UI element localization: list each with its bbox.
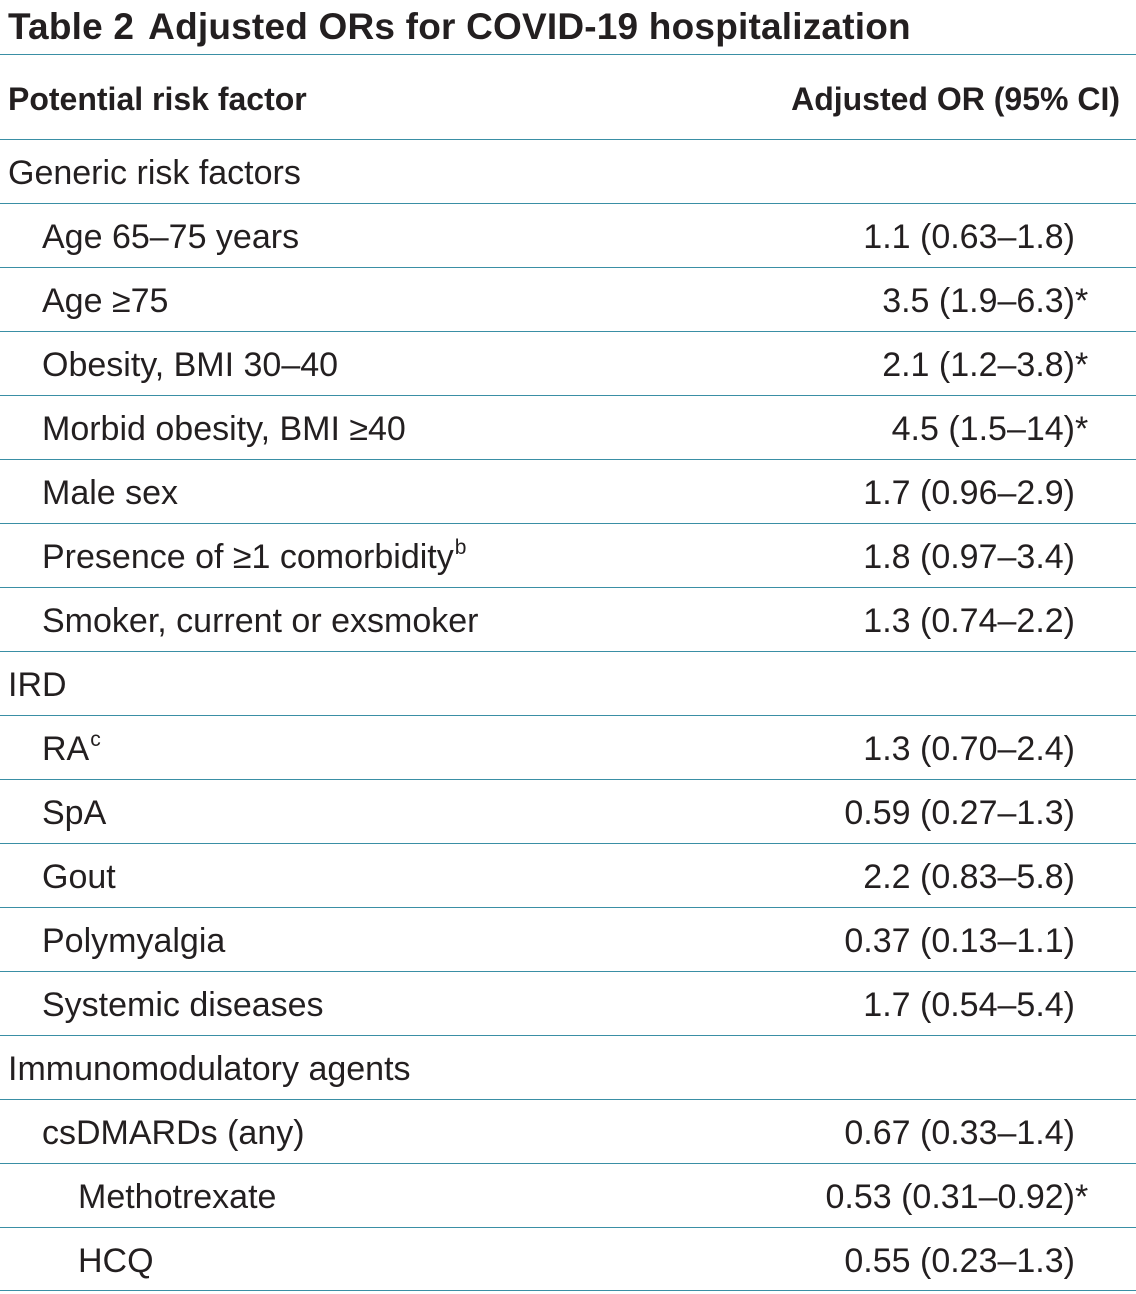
risk-factor-text: Smoker, current or exsmoker [42, 602, 479, 640]
or-table: Potential risk factor Adjusted OR (95% C… [0, 54, 1136, 1291]
risk-factor-text: SpA [42, 794, 107, 832]
table-row: Age 65–75 years 1.1 (0.63–1.8) [0, 203, 1136, 267]
risk-factor-label: SpA [42, 780, 106, 844]
adjusted-or-value: 4.5 (1.5–14)* [0, 396, 1089, 460]
risk-factor-text: Methotrexate [78, 1178, 277, 1216]
or-ci-text: 3.5 (1.9–6.3) [882, 282, 1075, 320]
risk-factor-text: Male sex [42, 474, 179, 512]
risk-factor-label: Smoker, current or exsmoker [42, 588, 478, 652]
risk-factor-label: csDMARDs (any) [42, 1100, 305, 1164]
risk-factor-text: Generic risk factors [8, 154, 301, 192]
risk-factor-text: Age 65–75 years [42, 218, 300, 256]
risk-factor-text: Morbid obesity, BMI ≥40 [42, 410, 406, 448]
table-row: Age ≥75 3.5 (1.9–6.3)* [0, 267, 1136, 331]
table-row: csDMARDs (any) 0.67 (0.33–1.4) [0, 1099, 1136, 1163]
risk-factor-label: HCQ [78, 1228, 154, 1292]
table-row: Male sex 1.7 (0.96–2.9) [0, 459, 1136, 523]
or-ci-text: 0.59 (0.27–1.3) [844, 794, 1075, 832]
risk-factor-text: Presence of ≥1 comorbidity [42, 538, 454, 576]
section-label: Generic risk factors [8, 140, 301, 204]
table-row: Methotrexate 0.53 (0.31–0.92)* [0, 1163, 1136, 1227]
or-ci-text: 0.37 (0.13–1.1) [844, 922, 1075, 960]
adjusted-or-value: 1.3 (0.70–2.4) [0, 716, 1075, 780]
risk-factor-text: HCQ [78, 1242, 154, 1280]
or-ci-text: 0.53 (0.31–0.92) [825, 1178, 1075, 1216]
adjusted-or-value: 0.55 (0.23–1.3) [0, 1228, 1075, 1292]
risk-factor-label: Male sex [42, 460, 178, 524]
adjusted-or-value: 2.2 (0.83–5.8) [0, 844, 1075, 908]
risk-factor-label: Obesity, BMI 30–40 [42, 332, 338, 396]
footnote-marker: c [90, 728, 101, 751]
risk-factor-text: IRD [8, 666, 67, 704]
risk-factor-label: Age ≥75 [42, 268, 168, 332]
table-row: Morbid obesity, BMI ≥40 4.5 (1.5–14)* [0, 395, 1136, 459]
adjusted-or-value: 0.59 (0.27–1.3) [0, 780, 1075, 844]
table-row: Systemic diseases 1.7 (0.54–5.4) [0, 971, 1136, 1035]
table-section-row: Immunomodulatory agents [0, 1035, 1136, 1099]
adjusted-or-value: 2.1 (1.2–3.8)* [0, 332, 1088, 396]
or-ci-text: 1.7 (0.54–5.4) [863, 986, 1075, 1024]
table-row: Smoker, current or exsmoker 1.3 (0.74–2.2… [0, 587, 1136, 651]
table-row: Presence of ≥1 comorbidityb 1.8 (0.97–3.4… [0, 523, 1136, 587]
table-row: RAc 1.3 (0.70–2.4) [0, 715, 1136, 779]
table-row: HCQ 0.55 (0.23–1.3) [0, 1227, 1136, 1291]
risk-factor-text: Gout [42, 858, 116, 896]
column-header-value: Adjusted OR (95% CI) [791, 81, 1120, 117]
adjusted-or-value: 1.7 (0.54–5.4) [0, 972, 1075, 1036]
adjusted-or-value: 1.8 (0.97–3.4) [0, 524, 1075, 588]
adjusted-or-value: 1.7 (0.96–2.9) [0, 460, 1075, 524]
or-ci-text: 1.3 (0.74–2.2) [863, 602, 1075, 640]
column-header-factor: Potential risk factor [8, 81, 307, 117]
adjusted-or-value: 0.67 (0.33–1.4) [0, 1100, 1075, 1164]
table-title: Table 2 Adjusted ORs for COVID-19 hospita… [8, 0, 911, 54]
risk-factor-label: Polymyalgia [42, 908, 225, 972]
or-ci-text: 0.67 (0.33–1.4) [844, 1114, 1075, 1152]
table-row: Obesity, BMI 30–40 2.1 (1.2–3.8)* [0, 331, 1136, 395]
section-label: Immunomodulatory agents [8, 1036, 411, 1100]
or-ci-text: 4.5 (1.5–14) [891, 410, 1075, 448]
risk-factor-text: Obesity, BMI 30–40 [42, 346, 339, 384]
or-ci-text: 1.1 (0.63–1.8) [863, 218, 1075, 256]
table-number: Table 2 [8, 6, 135, 47]
table-row: Polymyalgia 0.37 (0.13–1.1) [0, 907, 1136, 971]
footnote-marker: b [454, 536, 467, 559]
table-section-row: Generic risk factors [0, 139, 1136, 203]
table-header-row: Potential risk factor Adjusted OR (95% C… [0, 54, 1136, 139]
adjusted-or-value: 1.1 (0.63–1.8) [0, 204, 1075, 268]
or-ci-text: 2.1 (1.2–3.8) [882, 346, 1075, 384]
risk-factor-text: Immunomodulatory agents [8, 1050, 411, 1088]
risk-factor-label: RAc [42, 716, 101, 780]
adjusted-or-value: 0.37 (0.13–1.1) [0, 908, 1075, 972]
risk-factor-label: Gout [42, 844, 116, 908]
risk-factor-label: Systemic diseases [42, 972, 324, 1036]
or-ci-text: 1.8 (0.97–3.4) [863, 538, 1075, 576]
or-ci-text: 0.55 (0.23–1.3) [844, 1242, 1075, 1280]
risk-factor-label: Morbid obesity, BMI ≥40 [42, 396, 406, 460]
adjusted-or-value: 0.53 (0.31–0.92)* [0, 1164, 1088, 1228]
table-row: Gout 2.2 (0.83–5.8) [0, 843, 1136, 907]
risk-factor-label: Methotrexate [78, 1164, 276, 1228]
adjusted-or-value: 3.5 (1.9–6.3)* [0, 268, 1088, 332]
adjusted-or-value: 1.3 (0.74–2.2) [0, 588, 1075, 652]
table-section-row: IRD [0, 651, 1136, 715]
or-ci-text: 1.7 (0.96–2.9) [863, 474, 1075, 512]
risk-factor-text: Polymyalgia [42, 922, 226, 960]
table-caption: Adjusted ORs for COVID-19 hospitalizatio… [148, 6, 911, 47]
risk-factor-text: csDMARDs (any) [42, 1114, 305, 1152]
risk-factor-label: Age 65–75 years [42, 204, 299, 268]
table-row: SpA 0.59 (0.27–1.3) [0, 779, 1136, 843]
or-ci-text: 2.2 (0.83–5.8) [863, 858, 1075, 896]
risk-factor-text: RA [42, 730, 90, 768]
risk-factor-text: Systemic diseases [42, 986, 324, 1024]
risk-factor-label: Presence of ≥1 comorbidityb [42, 524, 466, 588]
or-ci-text: 1.3 (0.70–2.4) [863, 730, 1075, 768]
section-label: IRD [8, 652, 67, 716]
risk-factor-text: Age ≥75 [42, 282, 169, 320]
